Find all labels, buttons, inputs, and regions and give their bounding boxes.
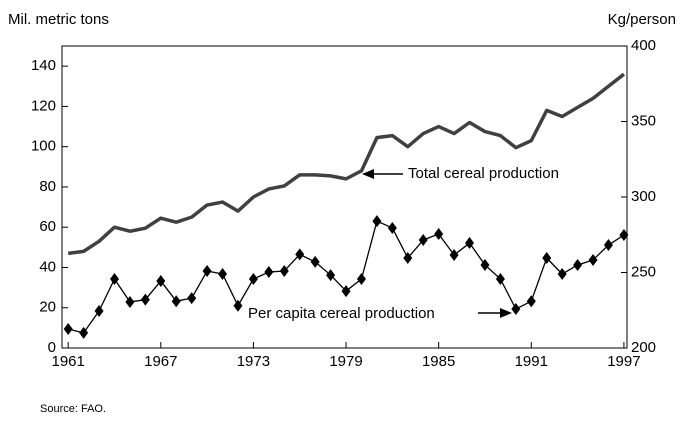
marker bbox=[387, 221, 397, 234]
x-tick-label: 1973 bbox=[237, 353, 270, 370]
x-tick-label: 1985 bbox=[422, 353, 455, 370]
marker bbox=[79, 326, 89, 339]
x-tick-label: 1967 bbox=[144, 353, 177, 370]
marker bbox=[526, 295, 536, 308]
marker bbox=[573, 258, 583, 271]
x-tick-label: 1961 bbox=[51, 353, 84, 370]
x-tick-label: 1991 bbox=[515, 353, 548, 370]
x-tick-label: 1979 bbox=[329, 353, 362, 370]
marker bbox=[264, 266, 274, 279]
marker bbox=[557, 268, 567, 281]
marker bbox=[295, 248, 305, 261]
annotation-arrow bbox=[478, 308, 512, 318]
x-tick-label: 1997 bbox=[607, 353, 640, 370]
marker bbox=[588, 253, 598, 266]
marker bbox=[109, 272, 119, 285]
source-note: Source: FAO. bbox=[40, 403, 106, 415]
y-tick-label: 40 bbox=[39, 258, 56, 275]
marker bbox=[434, 227, 444, 240]
marker bbox=[480, 258, 490, 271]
marker bbox=[218, 268, 228, 281]
y2-tick-label: 350 bbox=[631, 112, 656, 129]
marker bbox=[403, 252, 413, 265]
marker bbox=[603, 239, 613, 252]
marker bbox=[418, 234, 428, 247]
y-tick-label: 140 bbox=[31, 57, 56, 74]
marker bbox=[341, 285, 351, 298]
marker bbox=[495, 272, 505, 285]
y-tick-label: 120 bbox=[31, 97, 56, 114]
annotation: Per capita cereal production bbox=[248, 305, 435, 322]
y-tick-label: 80 bbox=[39, 178, 56, 195]
marker bbox=[326, 269, 336, 282]
y-tick-label: 0 bbox=[48, 339, 56, 356]
marker bbox=[310, 255, 320, 268]
y2-tick-label: 400 bbox=[631, 37, 656, 54]
y2-axis-label: Kg/person bbox=[608, 11, 676, 28]
y2-tick-label: 300 bbox=[631, 188, 656, 205]
marker bbox=[187, 292, 197, 305]
marker bbox=[449, 248, 459, 261]
marker bbox=[171, 295, 181, 308]
y-axis-label: Mil. metric tons bbox=[8, 11, 109, 28]
y-tick-label: 20 bbox=[39, 299, 56, 316]
marker bbox=[202, 264, 212, 277]
marker bbox=[156, 274, 166, 287]
y2-tick-label: 200 bbox=[631, 339, 656, 356]
marker bbox=[233, 299, 243, 312]
marker bbox=[511, 303, 521, 316]
annotation-arrow bbox=[362, 169, 403, 179]
y-tick-label: 60 bbox=[39, 218, 56, 235]
marker bbox=[125, 295, 135, 308]
marker bbox=[372, 215, 382, 228]
marker bbox=[63, 322, 73, 335]
marker bbox=[356, 272, 366, 285]
marker bbox=[140, 293, 150, 306]
series-line bbox=[67, 72, 625, 256]
marker bbox=[619, 229, 629, 242]
marker bbox=[248, 272, 258, 285]
annotation: Total cereal production bbox=[408, 165, 559, 182]
marker bbox=[279, 264, 289, 277]
y-tick-label: 100 bbox=[31, 138, 56, 155]
marker bbox=[542, 252, 552, 265]
marker bbox=[465, 237, 475, 250]
y2-tick-label: 250 bbox=[631, 263, 656, 280]
marker bbox=[94, 305, 104, 318]
